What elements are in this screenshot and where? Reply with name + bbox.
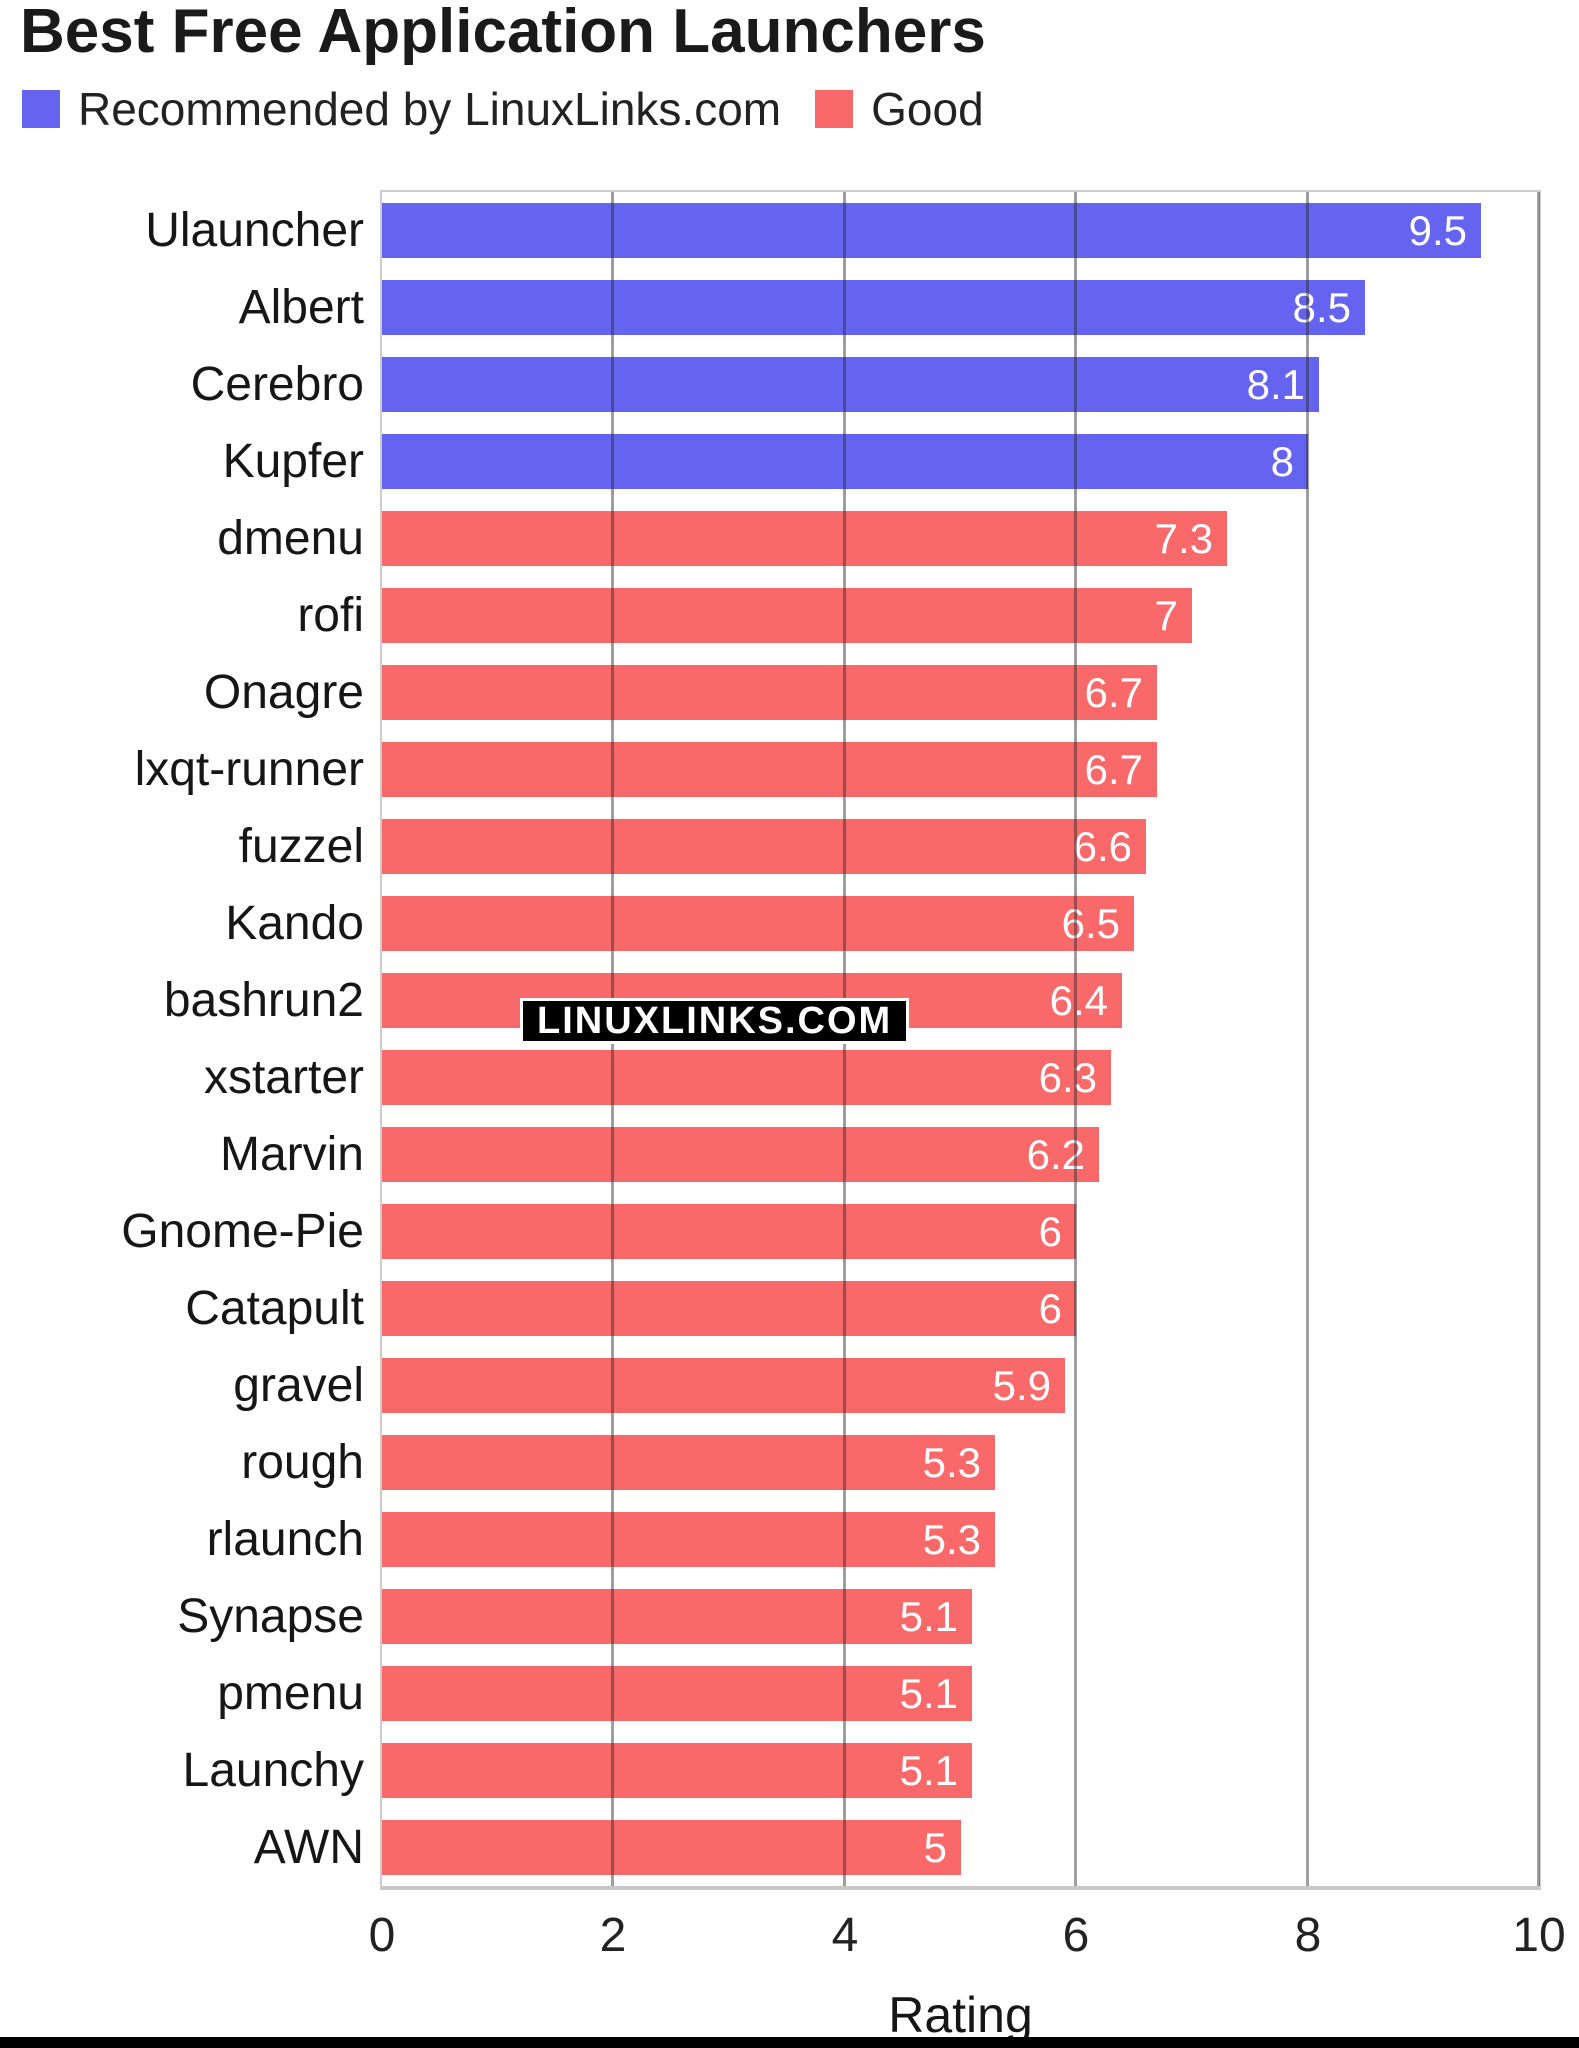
bar-value-label: 9.5: [1408, 207, 1467, 254]
bar: 5.1: [382, 1743, 972, 1798]
bar-value-label: 5.1: [899, 1593, 958, 1640]
category-label: Cerebro: [190, 358, 364, 411]
category-label: xstarter: [203, 1051, 364, 1104]
category-label: fuzzel: [238, 820, 364, 873]
bar-value-label: 8: [1270, 438, 1294, 485]
x-tick-label: 10: [1512, 1909, 1566, 1962]
bar: 6.7: [382, 742, 1157, 797]
bar-value-label: 5.3: [922, 1439, 981, 1486]
bar: 5.3: [382, 1435, 995, 1490]
bottom-strip: [0, 2037, 1579, 2048]
bar: 6.6: [382, 819, 1146, 874]
legend: Recommended by LinuxLinks.com Good: [22, 82, 1018, 136]
bar-value-label: 6.4: [1049, 977, 1108, 1024]
category-label: Kando: [225, 897, 364, 950]
category-label: Onagre: [203, 666, 364, 719]
bar-value-label: 6: [1038, 1285, 1062, 1332]
bar: 5.1: [382, 1666, 972, 1721]
legend-swatch-good: [815, 90, 854, 128]
category-label: Synapse: [177, 1590, 364, 1643]
category-label: rough: [241, 1436, 364, 1489]
x-tick-label: 2: [599, 1909, 627, 1962]
bar-value-label: 8.5: [1292, 284, 1351, 331]
category-labels: Ulauncher Albert Cerebro Kupfer dmenu rofi Ona…: [0, 192, 364, 1890]
category-label: lxqt-runner: [134, 743, 364, 796]
bar: 5.3: [382, 1512, 995, 1567]
category-label: gravel: [233, 1359, 364, 1412]
gridline: [1537, 192, 1540, 1886]
bar-value-label: 5.9: [992, 1362, 1051, 1409]
legend-item-recommended: Recommended by LinuxLinks.com: [22, 82, 781, 136]
bar: 5.1: [382, 1589, 972, 1644]
gridline: [1306, 192, 1309, 1886]
bar-value-label: 6.7: [1084, 746, 1143, 793]
bar: 5.9: [382, 1358, 1065, 1413]
bar-value-label: 6.3: [1038, 1054, 1097, 1101]
bar-value-label: 6: [1038, 1208, 1062, 1255]
bar: 8: [382, 434, 1308, 489]
legend-item-good: Good: [815, 82, 984, 136]
category-label: Kupfer: [222, 435, 364, 488]
x-axis-ticks: 0 2 4 6 8 10: [0, 1908, 1579, 1968]
category-label: rofi: [297, 589, 364, 642]
legend-label-good: Good: [871, 83, 984, 135]
bar-value-label: 8.1: [1246, 361, 1305, 408]
category-label: dmenu: [217, 512, 364, 565]
watermark: LINUXLINKS.COM: [520, 998, 910, 1044]
category-label: pmenu: [217, 1667, 364, 1720]
bar: 6: [382, 1281, 1076, 1336]
category-label: AWN: [253, 1821, 364, 1874]
bar-value-label: 5.1: [899, 1670, 958, 1717]
bar-value-label: 5: [923, 1824, 947, 1871]
chart-title: Best Free Application Launchers: [20, 0, 986, 66]
category-label: Marvin: [219, 1128, 364, 1181]
legend-swatch-recommended: [22, 90, 60, 128]
gridline: [1074, 192, 1077, 1886]
bar: 6.7: [382, 665, 1157, 720]
bar-value-label: 6.6: [1073, 823, 1132, 870]
x-axis-title: Rating: [888, 1987, 1033, 2043]
bar: 6.2: [382, 1127, 1099, 1182]
bar: 7: [382, 588, 1192, 643]
bar-value-label: 7: [1154, 592, 1178, 639]
category-label: Ulauncher: [145, 204, 364, 257]
bar-value-label: 5.1: [899, 1747, 958, 1794]
bar: 9.5: [382, 203, 1481, 258]
x-tick-label: 4: [831, 1909, 859, 1962]
bar: 8.1: [382, 357, 1319, 412]
bar-value-label: 6.2: [1026, 1131, 1085, 1178]
category-label: Gnome-Pie: [121, 1205, 364, 1258]
x-tick-label: 0: [368, 1909, 396, 1962]
bar: 8.5: [382, 280, 1365, 335]
bar: 6.5: [382, 896, 1134, 951]
category-label: Launchy: [182, 1744, 364, 1797]
category-label: Catapult: [185, 1282, 364, 1335]
category-label: Albert: [238, 281, 364, 334]
bar-value-label: 6.5: [1061, 900, 1120, 947]
bar: 7.3: [382, 511, 1227, 566]
bar: 6.3: [382, 1050, 1111, 1105]
legend-label-recommended: Recommended by LinuxLinks.com: [78, 83, 782, 135]
bar-value-label: 5.3: [922, 1516, 981, 1563]
bar-value-label: 6.7: [1084, 669, 1143, 716]
category-label: bashrun2: [163, 974, 364, 1027]
x-tick-label: 6: [1062, 1909, 1090, 1962]
category-label: rlaunch: [206, 1513, 364, 1566]
bar: 6: [382, 1204, 1076, 1259]
bar-value-label: 7.3: [1154, 515, 1213, 562]
bar: 5: [382, 1820, 961, 1875]
x-tick-label: 8: [1294, 1909, 1322, 1962]
